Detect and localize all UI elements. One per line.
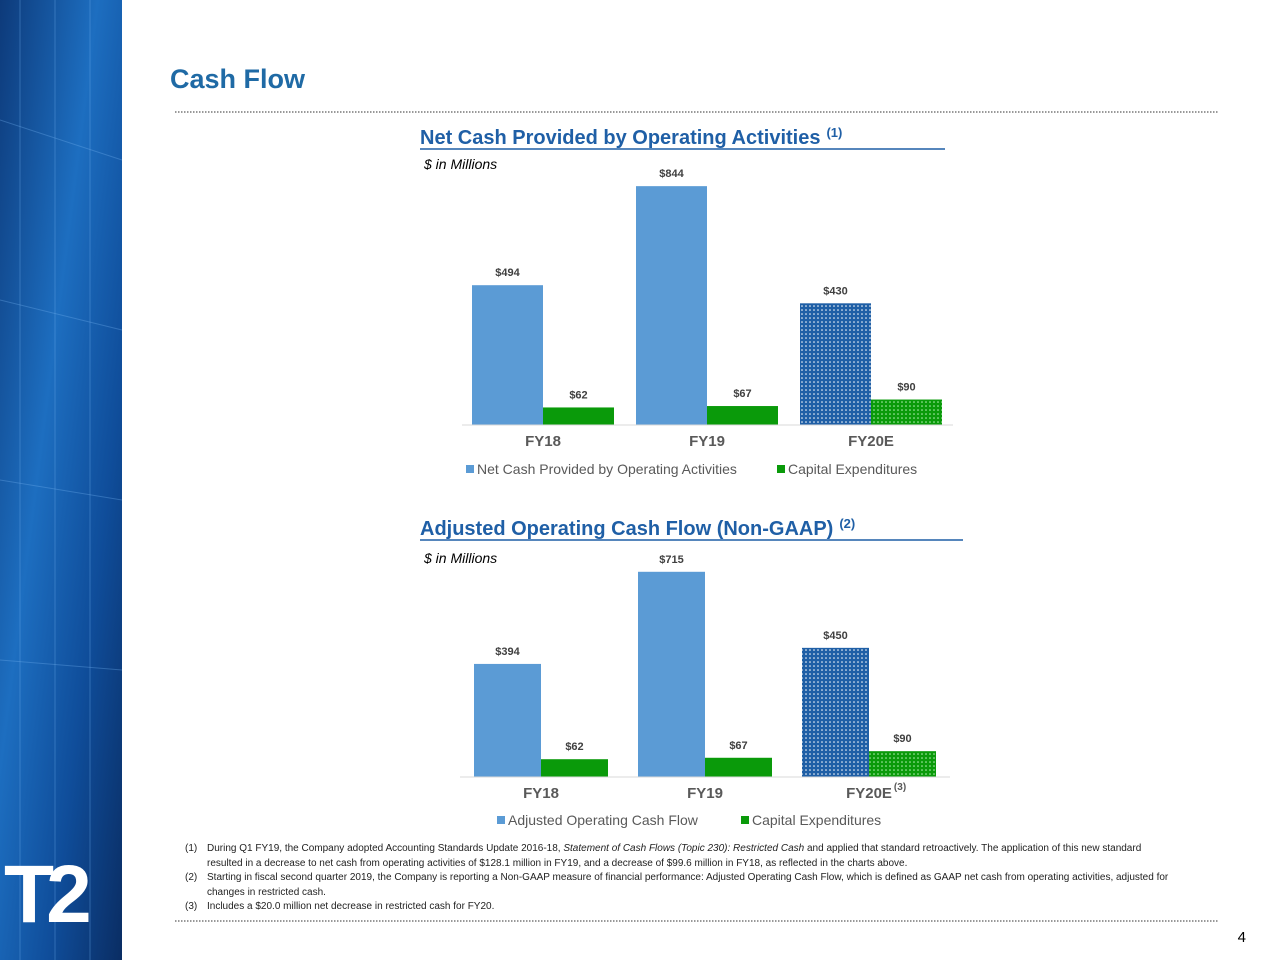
bar xyxy=(800,303,871,425)
slide-title: Cash Flow xyxy=(170,64,306,94)
value-label: $450 xyxy=(823,630,847,642)
x-tick-label: FY19 xyxy=(687,785,723,802)
bar xyxy=(869,751,936,777)
side-image xyxy=(0,0,122,960)
bar xyxy=(543,407,614,425)
legend-label: Capital Expenditures xyxy=(788,461,917,477)
x-tick-label: FY19 xyxy=(689,433,725,450)
value-label: $494 xyxy=(495,267,520,279)
x-tick-label: FY18 xyxy=(523,785,559,802)
value-label: $394 xyxy=(495,646,520,658)
legend-swatch xyxy=(497,816,505,824)
bar xyxy=(636,186,707,425)
chart-title: Net Cash Provided by Operating Activitie… xyxy=(420,127,820,149)
x-tick-label: FY20E xyxy=(848,433,894,450)
legend-label: Adjusted Operating Cash Flow xyxy=(508,812,699,828)
side-image-lines xyxy=(0,0,123,960)
bar xyxy=(802,647,869,777)
footnote: (3) Includes a $20.0 million net decrease… xyxy=(185,900,1170,915)
footnote-text: During Q1 FY19, the Company adopted Acco… xyxy=(207,842,1170,871)
bar xyxy=(705,757,772,777)
category-note: (3) xyxy=(894,782,906,793)
page-number: 4 xyxy=(1238,929,1246,946)
legend-label: Capital Expenditures xyxy=(752,812,881,828)
chart-title-note: (1) xyxy=(826,125,842,140)
bar xyxy=(474,663,541,777)
x-tick-label: FY18 xyxy=(525,433,561,450)
value-label: $844 xyxy=(659,168,684,180)
value-label: $430 xyxy=(823,285,847,297)
footnote-part: Includes a $20.0 million net decrease in… xyxy=(207,901,495,912)
bar xyxy=(707,406,778,425)
value-label: $67 xyxy=(733,388,751,400)
footnote: (1) During Q1 FY19, the Company adopted A… xyxy=(185,842,1170,871)
bar xyxy=(638,571,705,777)
chart-title: Adjusted Operating Cash Flow (Non-GAAP) xyxy=(420,518,833,540)
footnote-text: Starting in fiscal second quarter 2019, … xyxy=(207,871,1170,900)
footnote-number: (1) xyxy=(185,843,198,854)
legend-swatch xyxy=(741,816,749,824)
bar xyxy=(541,759,608,777)
value-label: $90 xyxy=(893,733,911,745)
footnote-part: Statement of Cash Flows (Topic 230): Res… xyxy=(563,843,805,854)
chart-subtitle: $ in Millions xyxy=(423,550,497,566)
logo: T2 xyxy=(4,849,89,940)
footnote-part: Starting in fiscal second quarter 2019, … xyxy=(207,872,1169,898)
footnote-part: During Q1 FY19, the Company adopted Acco… xyxy=(207,843,564,854)
value-label: $67 xyxy=(729,740,747,752)
footnote: (2) Starting in fiscal second quarter 201… xyxy=(185,871,1170,900)
chart-title-note: (2) xyxy=(839,516,855,531)
chart-subtitle: $ in Millions xyxy=(423,156,497,172)
value-label: $62 xyxy=(565,741,583,753)
footnote-number: (3) xyxy=(185,901,198,912)
value-label: $715 xyxy=(659,554,683,566)
bar xyxy=(472,285,543,425)
legend-label: Net Cash Provided by Operating Activitie… xyxy=(477,461,737,477)
value-label: $90 xyxy=(897,382,915,394)
footnotes: (1) During Q1 FY19, the Company adopted A… xyxy=(185,842,1170,915)
footnote-text: Includes a $20.0 million net decrease in… xyxy=(207,900,1170,915)
x-tick-label: FY20E xyxy=(846,785,892,802)
value-label: $62 xyxy=(569,389,587,401)
footnote-number: (2) xyxy=(185,872,198,883)
legend-swatch xyxy=(777,465,785,473)
bar xyxy=(871,399,942,425)
legend-swatch xyxy=(466,465,474,473)
footnote-part: and applied that standard retroactively.… xyxy=(207,843,1142,869)
